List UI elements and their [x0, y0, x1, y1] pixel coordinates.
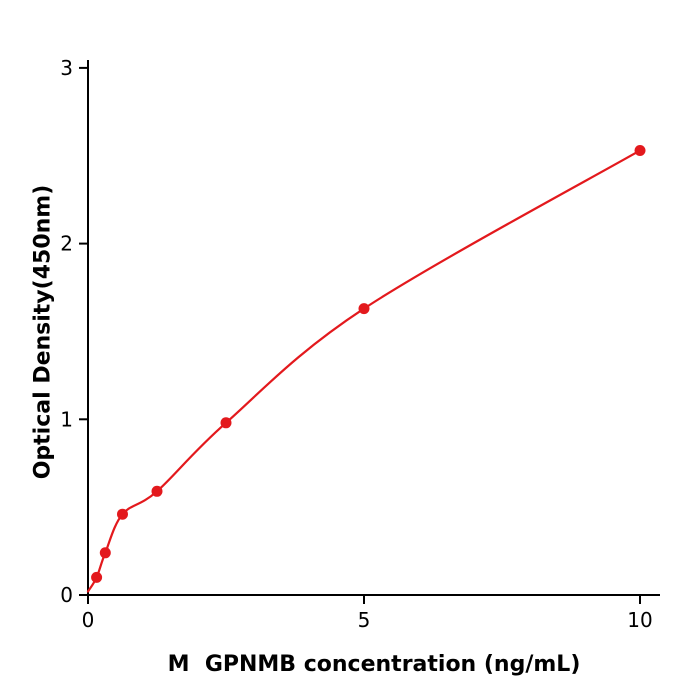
data-point-marker: [99, 547, 111, 559]
y-axis-title: Optical Density(450nm): [30, 184, 56, 480]
data-point-marker: [117, 508, 128, 520]
data-point-marker: [91, 571, 103, 583]
x-axis-title: M GPNMB concentration (ng/mL): [167, 652, 581, 677]
x-tick-label: 0: [82, 608, 95, 632]
y-tick-label: 3: [60, 56, 73, 80]
y-tick-label: 1: [60, 407, 73, 431]
data-point-marker: [220, 417, 232, 429]
data-point-marker: [358, 303, 370, 315]
y-tick-label: 0: [60, 583, 73, 607]
fitted-curve-line: [86, 149, 642, 593]
y-tick-label: 2: [60, 232, 73, 256]
data-point-marker: [634, 145, 646, 156]
x-tick-label: 5: [358, 608, 371, 632]
data-point-marker: [151, 485, 163, 497]
x-tick-label: 10: [627, 608, 652, 632]
